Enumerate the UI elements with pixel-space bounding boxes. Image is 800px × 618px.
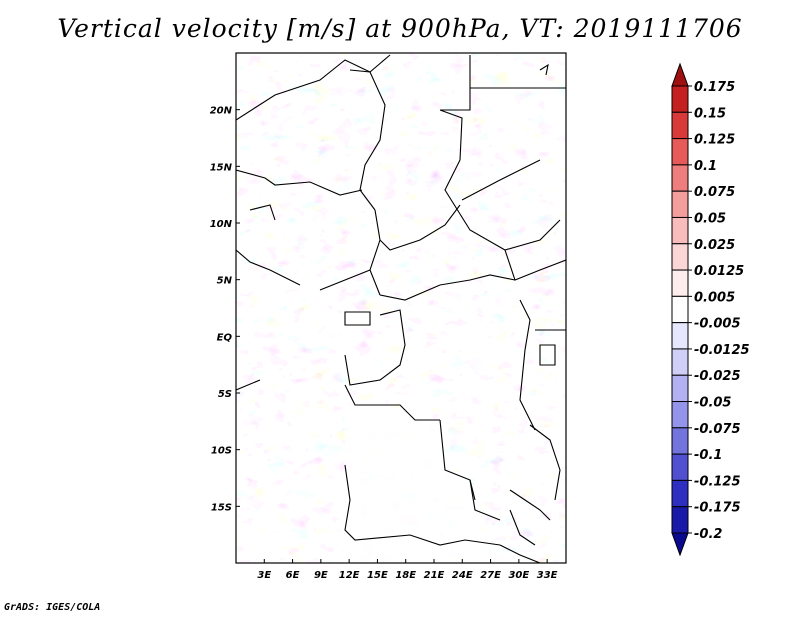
- colorbar-swatch: [671, 401, 689, 429]
- colorbar-swatch: [671, 348, 689, 376]
- colorbar-swatch: [671, 243, 689, 271]
- colorbar-label: -0.175: [694, 501, 741, 516]
- colorbar-label: 0.175: [694, 80, 735, 95]
- lon-label: 21E: [424, 570, 445, 581]
- colorbar-swatch: [671, 190, 689, 218]
- colorbar-label: -0.025: [694, 369, 741, 384]
- lon-label: 6E: [286, 570, 300, 581]
- map-title: Vertical velocity [m/s] at 900hPa, VT: 2…: [57, 14, 743, 43]
- lon-label: 30E: [508, 570, 529, 581]
- lon-label: 24E: [452, 570, 473, 581]
- colorbar-label: -0.2: [694, 527, 722, 542]
- colorbar-swatch: [671, 138, 689, 166]
- colorbar-label: -0.075: [694, 422, 741, 437]
- colorbar-label: 0.0125: [694, 264, 744, 279]
- velocity-field: [236, 53, 566, 563]
- lat-label: 10N: [210, 219, 233, 230]
- lat-label: 15S: [211, 502, 232, 513]
- colorbar-swatch: [671, 453, 689, 481]
- lat-label: EQ: [217, 332, 233, 343]
- colorbar-swatch: [671, 295, 689, 324]
- lon-label: 12E: [339, 570, 360, 581]
- colorbar-label: 0.05: [694, 211, 726, 226]
- colorbar-swatch: [671, 322, 689, 350]
- colorbar-swatch: [671, 164, 689, 192]
- lat-label: 5S: [218, 389, 232, 400]
- colorbar-label: 0.1: [694, 159, 717, 174]
- colorbar-swatch: [671, 374, 689, 403]
- latitude-axis: 20N 15N 10N 5N EQ 5S 10S 15S: [210, 106, 240, 513]
- colorbar-label: 0.075: [694, 185, 735, 200]
- colorbar-swatch: [671, 427, 689, 455]
- lon-label: 15E: [367, 570, 388, 581]
- colorbar-top-arrow: [671, 62, 689, 87]
- colorbar-label: -0.0125: [694, 343, 750, 358]
- lon-label: 18E: [395, 570, 416, 581]
- lat-label: 5N: [217, 276, 233, 287]
- colorbar-label: -0.05: [694, 396, 731, 411]
- lon-label: 33E: [537, 570, 558, 581]
- lon-label: 9E: [314, 570, 328, 581]
- lat-label: 15N: [210, 162, 233, 173]
- lat-label: 20N: [210, 106, 233, 117]
- colorbar-label: 0.125: [694, 133, 735, 148]
- colorbar-label: 0.005: [694, 290, 735, 305]
- colorbar-swatch: [671, 85, 689, 113]
- lat-label: 10S: [211, 446, 232, 457]
- lon-label: 3E: [257, 570, 271, 581]
- colorbar-swatch: [671, 111, 689, 140]
- credit-label: GrADS: IGES/COLA: [4, 602, 101, 613]
- colorbar: 0.175 0.15 0.125 0.1 0.075 0.05 0.025 0.0125 0.0…: [671, 62, 750, 557]
- colorbar-label: -0.005: [694, 317, 741, 332]
- colorbar-bottom-arrow: [671, 532, 689, 557]
- colorbar-swatch: [671, 216, 689, 245]
- lon-label: 27E: [480, 570, 501, 581]
- colorbar-swatch: [671, 506, 689, 534]
- country-borders: [236, 54, 566, 563]
- longitude-axis: 3E 6E 9E 12E 15E 18E 21E 24E 27E 30E 33E: [257, 559, 558, 581]
- colorbar-label: 0.15: [694, 106, 726, 121]
- colorbar-label: -0.125: [694, 474, 741, 489]
- colorbar-label: -0.1: [694, 448, 722, 463]
- colorbar-swatch: [671, 269, 689, 297]
- colorbar-label: 0.025: [694, 238, 735, 253]
- plot-frame: [235, 52, 567, 564]
- colorbar-swatch: [671, 479, 689, 508]
